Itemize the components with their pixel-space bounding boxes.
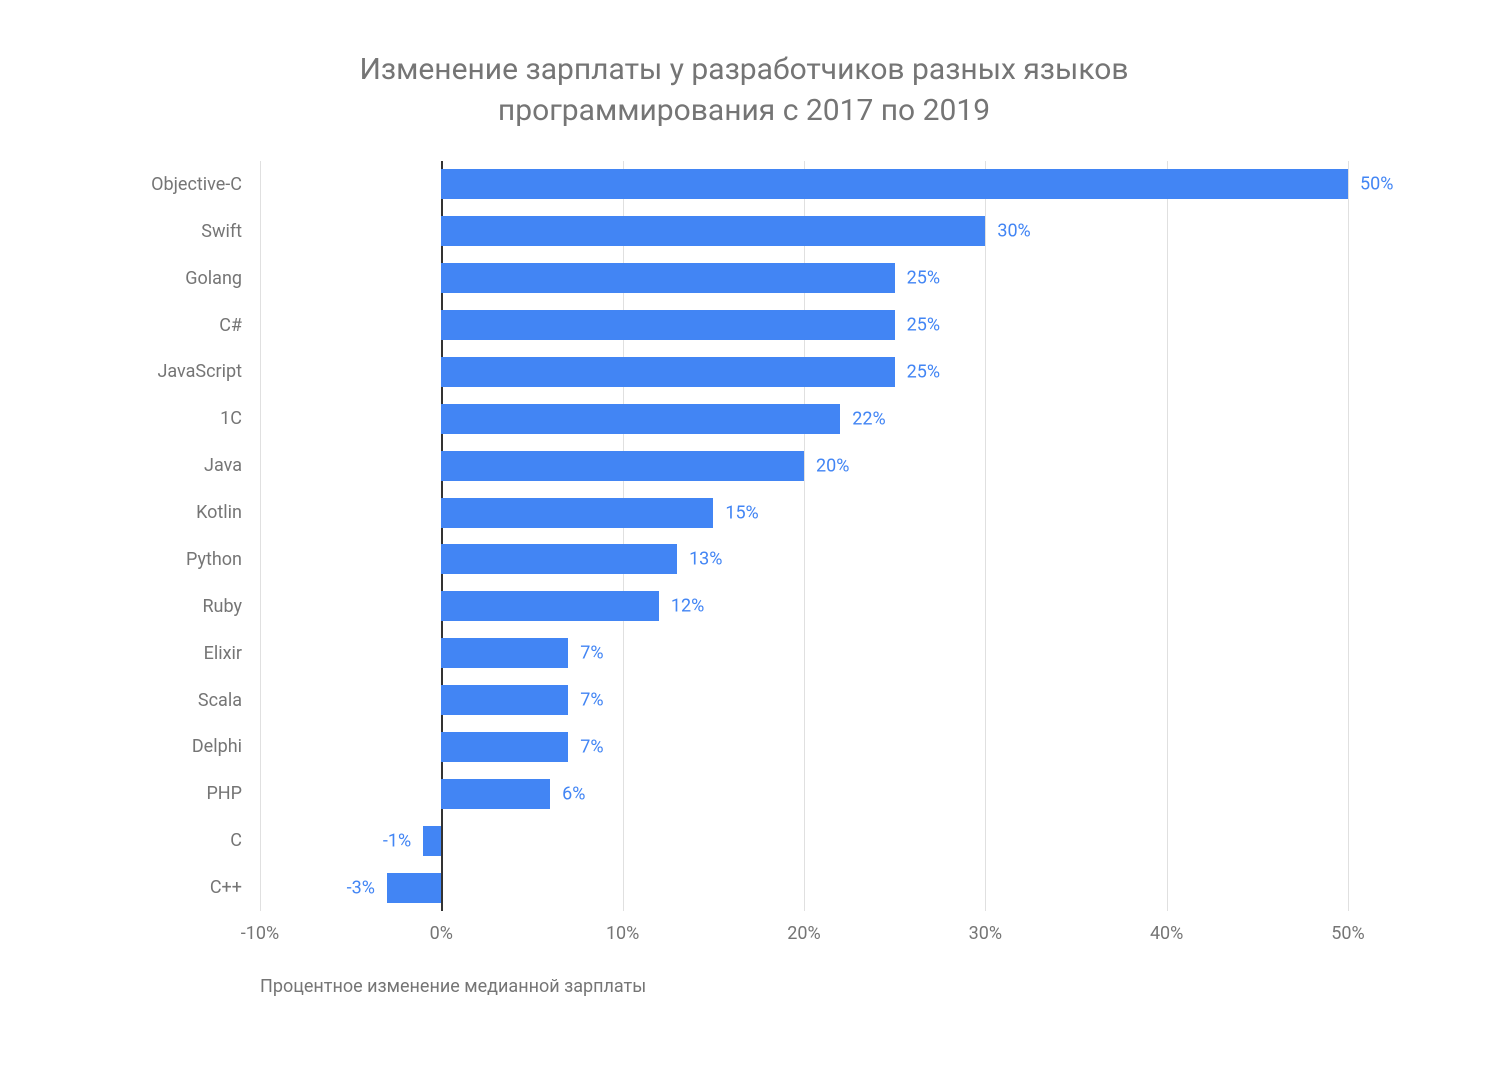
category-label: Scala (198, 690, 242, 711)
bar (441, 779, 550, 809)
value-label: 7% (580, 643, 603, 664)
category-label: PHP (206, 783, 242, 804)
bar-row: Scala7% (260, 685, 1348, 715)
x-tick-label: 10% (606, 923, 639, 944)
bar-row: 1C22% (260, 404, 1348, 434)
value-label: 25% (907, 315, 940, 336)
x-axis-label: Процентное изменение медианной зарплаты (260, 976, 1408, 997)
bar (441, 169, 1348, 199)
x-tick-label: 20% (787, 923, 820, 944)
bar (441, 685, 568, 715)
bar-row: JavaScript25% (260, 357, 1348, 387)
category-label: Swift (201, 221, 242, 242)
bar-row: Swift30% (260, 216, 1348, 246)
value-label: 22% (852, 408, 885, 429)
category-label: Objective-C (151, 174, 242, 195)
bar-row: Ruby12% (260, 591, 1348, 621)
category-label: JavaScript (157, 361, 242, 382)
category-label: Ruby (202, 596, 242, 617)
bar-row: Java20% (260, 451, 1348, 481)
value-label: 7% (580, 690, 603, 711)
bar (441, 404, 840, 434)
bar (441, 216, 985, 246)
value-label: 50% (1360, 174, 1393, 195)
bar (441, 310, 894, 340)
bar-row: Kotlin15% (260, 498, 1348, 528)
category-label: C (230, 830, 242, 851)
category-label: Java (204, 455, 242, 476)
bar (441, 357, 894, 387)
bar-row: C++-3% (260, 873, 1348, 903)
bar-row: C-1% (260, 826, 1348, 856)
value-label: 25% (907, 268, 940, 289)
value-label: 6% (562, 783, 585, 804)
category-label: C# (219, 315, 242, 336)
bar (423, 826, 441, 856)
chart-title-line2: программирования с 2017 по 2019 (498, 93, 990, 128)
category-label: Golang (185, 268, 242, 289)
chart-container: Изменение зарплаты у разработчиков разны… (0, 0, 1488, 1086)
value-label: 25% (907, 361, 940, 382)
bar (441, 451, 804, 481)
bar (441, 263, 894, 293)
x-tick-label: -10% (241, 923, 279, 944)
grid-line (1348, 161, 1349, 911)
value-label: 20% (816, 455, 849, 476)
chart-title-line1: Изменение зарплаты у разработчиков разны… (360, 52, 1129, 87)
bar-row: C#25% (260, 310, 1348, 340)
bar (441, 591, 659, 621)
x-axis: -10%0%10%20%30%40%50% (260, 911, 1348, 951)
bar-row: Golang25% (260, 263, 1348, 293)
category-label: Elixir (204, 643, 242, 664)
bar (441, 732, 568, 762)
category-label: Python (186, 549, 242, 570)
x-tick-label: 40% (1150, 923, 1183, 944)
category-label: 1C (220, 408, 242, 429)
value-label: 13% (689, 549, 722, 570)
x-tick-label: 30% (969, 923, 1002, 944)
value-label: -3% (347, 877, 375, 898)
bar-row: Python13% (260, 544, 1348, 574)
category-label: Kotlin (196, 502, 242, 523)
value-label: 7% (580, 736, 603, 757)
category-label: C++ (210, 877, 242, 898)
bar (387, 873, 441, 903)
bar (441, 498, 713, 528)
bar (441, 544, 677, 574)
plot-area: -10%0%10%20%30%40%50%Objective-C50%Swift… (260, 161, 1348, 951)
bar-row: Objective-C50% (260, 169, 1348, 199)
value-label: 30% (997, 221, 1030, 242)
value-label: 15% (725, 502, 758, 523)
category-label: Delphi (192, 736, 242, 757)
bar-row: Elixir7% (260, 638, 1348, 668)
chart-title: Изменение зарплаты у разработчиков разны… (80, 50, 1408, 131)
value-label: -1% (383, 830, 411, 851)
x-tick-label: 0% (430, 923, 453, 944)
value-label: 12% (671, 596, 704, 617)
x-tick-label: 50% (1331, 923, 1364, 944)
bar (441, 638, 568, 668)
bar-row: Delphi7% (260, 732, 1348, 762)
bar-row: PHP6% (260, 779, 1348, 809)
